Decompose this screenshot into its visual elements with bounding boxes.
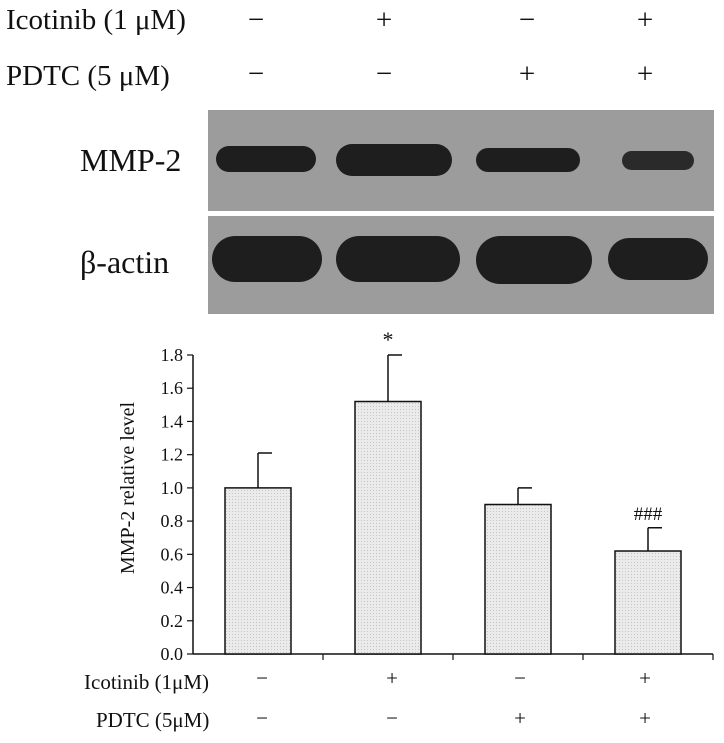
icotinib-row-label-top: Icotinib (1 μM) — [6, 4, 186, 36]
actin-band-lane-2 — [336, 236, 460, 282]
icotinib-sign-lane-3-bottom: − — [514, 666, 526, 690]
y-tick-label: 1.4 — [161, 411, 184, 431]
bar — [354, 400, 422, 655]
y-tick-label: 1.8 — [161, 345, 184, 365]
mmp2-band-lane-3 — [476, 148, 580, 172]
pdtc-sign-lane-2-bottom: − — [386, 706, 398, 730]
icotinib-sign-lane-4-top: + — [636, 4, 654, 36]
pdtc-row-label-top: PDTC (5 μM) — [6, 60, 170, 92]
blot-panel-beta-actin — [208, 216, 714, 314]
icotinib-sign-lane-4-bottom: + — [639, 666, 651, 690]
mmp2-band-lane-1 — [216, 146, 316, 172]
pdtc-row-label-bottom: PDTC (5μM) — [96, 708, 210, 732]
icotinib-sign-lane-1-top: − — [247, 4, 265, 36]
blot-panel-mmp2 — [208, 110, 714, 211]
actin-band-lane-1 — [212, 236, 322, 282]
icotinib-sign-lane-2-bottom: + — [386, 666, 398, 690]
y-tick-label: 0.4 — [161, 578, 184, 598]
bar — [484, 503, 552, 655]
bar — [614, 550, 682, 655]
pdtc-sign-lane-4-top: + — [636, 58, 654, 90]
y-axis-label: MMP-2 relative level — [117, 401, 139, 574]
significance-label: ### — [634, 504, 663, 525]
icotinib-row-label-bottom: Icotinib (1μM) — [84, 670, 209, 694]
y-tick-label: 1.6 — [161, 378, 184, 398]
actin-band-lane-4 — [608, 238, 708, 280]
actin-band-lane-3 — [476, 236, 592, 284]
y-tick-label: 0.8 — [161, 511, 184, 531]
y-tick-label: 1.0 — [161, 478, 184, 498]
icotinib-sign-lane-1-bottom: − — [256, 666, 268, 690]
pdtc-sign-lane-1-top: − — [247, 58, 265, 90]
significance-label: * — [383, 327, 394, 352]
bar — [224, 487, 292, 655]
icotinib-sign-lane-2-top: + — [375, 4, 393, 36]
pdtc-sign-lane-2-top: − — [375, 58, 393, 90]
y-tick-label: 0.2 — [161, 611, 184, 631]
icotinib-sign-lane-3-top: − — [518, 4, 536, 36]
y-tick-label: 0.6 — [161, 544, 184, 564]
blot-label-beta-actin: β-actin — [80, 244, 170, 280]
pdtc-sign-lane-3-top: + — [518, 58, 536, 90]
mmp2-band-lane-2 — [336, 144, 452, 176]
pdtc-sign-lane-3-bottom: + — [514, 706, 526, 730]
y-tick-label: 1.2 — [161, 445, 184, 465]
blot-label-mmp2: MMP-2 — [80, 142, 182, 178]
y-tick-label: 0.0 — [161, 644, 184, 664]
pdtc-sign-lane-4-bottom: + — [639, 706, 651, 730]
mmp2-band-lane-4 — [622, 151, 694, 170]
pdtc-sign-lane-1-bottom: − — [256, 706, 268, 730]
